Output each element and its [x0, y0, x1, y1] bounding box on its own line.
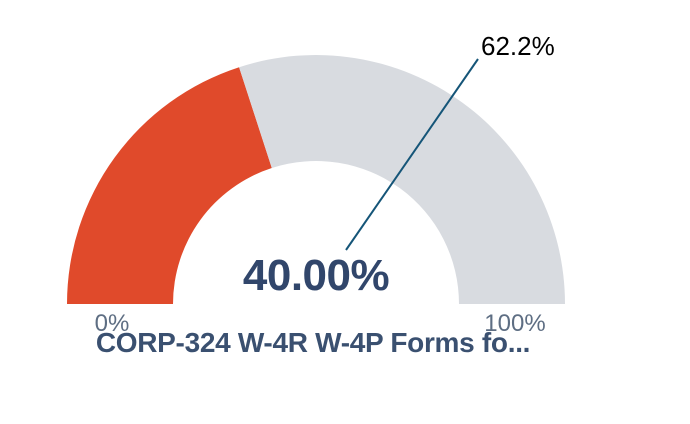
gauge-max-label: 100%	[484, 310, 546, 337]
gauge-fill-arc	[67, 67, 272, 304]
callout-line	[345, 58, 479, 251]
gauge-track-arc	[239, 55, 565, 304]
gauge-value: 40.00%	[242, 251, 390, 300]
gauge-min-label: 0%	[94, 310, 130, 337]
callout-target-label: 62.2%	[481, 31, 555, 61]
gauge-title: CORP-324 W-4R W-4P Forms fo...	[95, 327, 531, 358]
